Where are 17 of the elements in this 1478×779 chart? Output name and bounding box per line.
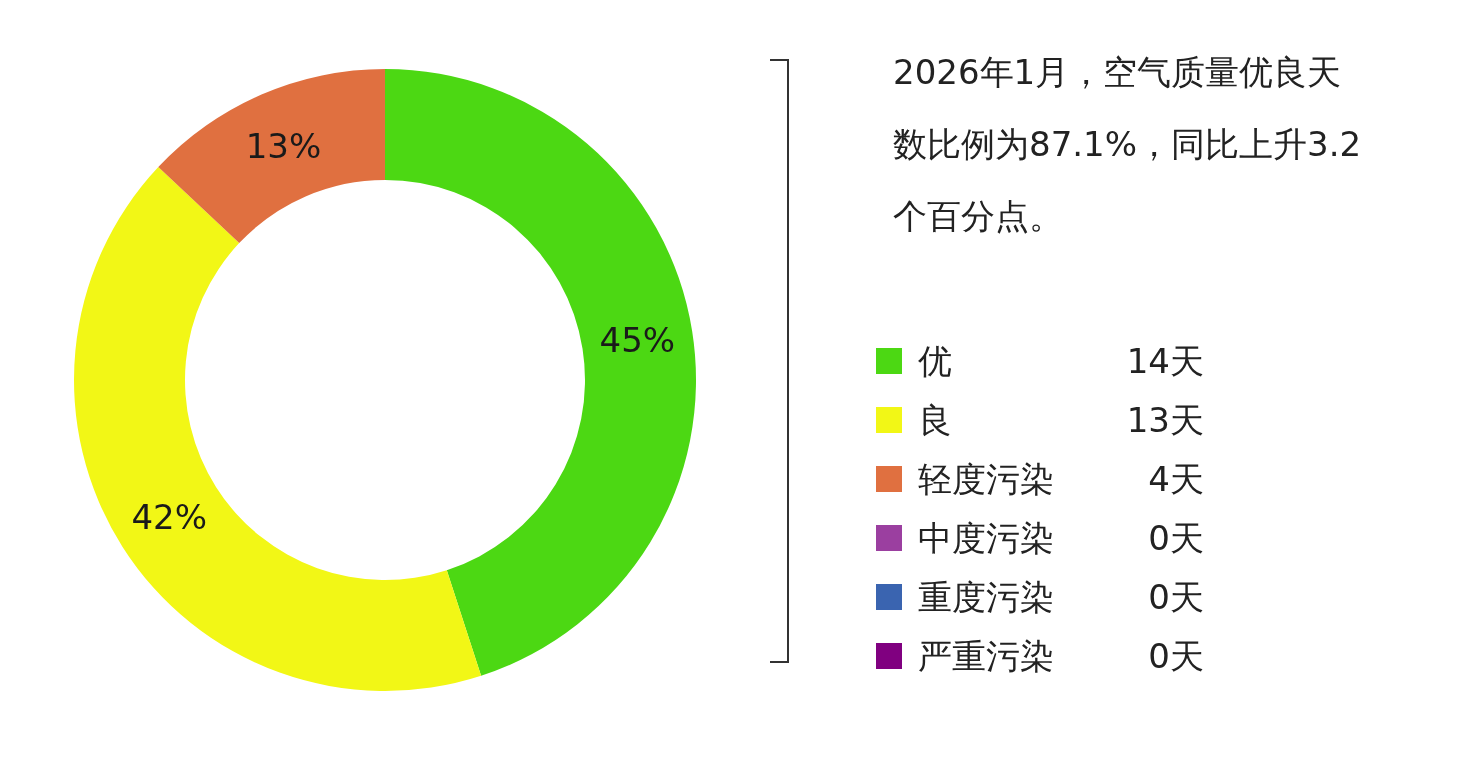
data-label: 13%	[245, 125, 322, 166]
text: 0天	[1148, 518, 1204, 558]
legend-label: 中度污染	[918, 518, 1054, 558]
legend-label: 重度污染	[918, 577, 1054, 617]
data-label: 45%	[599, 320, 676, 361]
text: 13天	[1126, 400, 1204, 440]
text: 14天	[1126, 341, 1204, 381]
data-label: 42%	[131, 496, 208, 537]
text: 0天	[1148, 636, 1204, 676]
legend-label: 良	[918, 400, 952, 440]
legend-label: 轻度污染	[918, 459, 1054, 499]
text: 0天	[1148, 577, 1204, 617]
text: 4天	[1148, 459, 1204, 499]
legend-label: 优	[918, 341, 952, 381]
donut: 45% 42% 13%	[74, 69, 696, 691]
title: 2026年1月，空气质量优良天数比例为87.1%，同比上升3.2个百分点。	[893, 52, 1362, 236]
legend-label: 严重污染	[918, 636, 1054, 676]
